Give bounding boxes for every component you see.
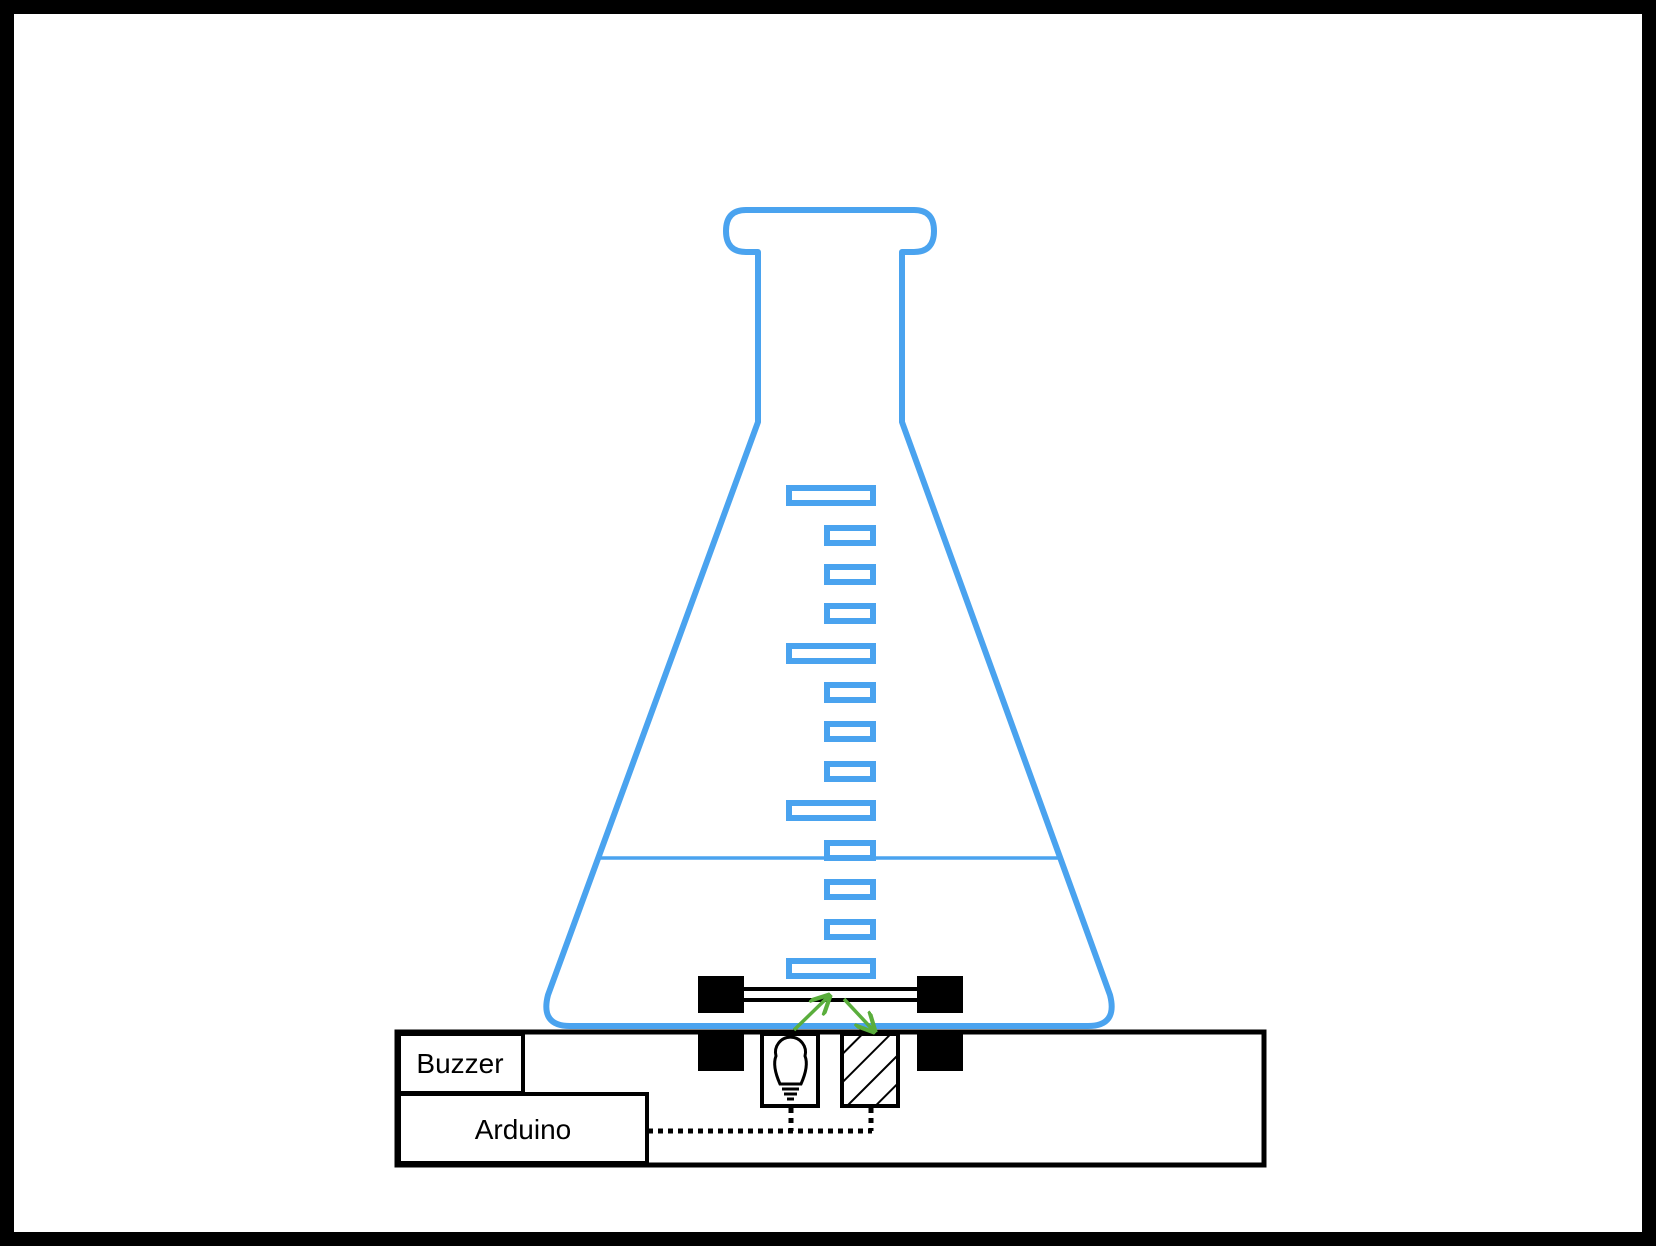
erlenmeyer-flask bbox=[543, 207, 1115, 1029]
graduation-mark bbox=[824, 840, 876, 861]
drive-magnet-left bbox=[698, 1034, 744, 1071]
graduation-mark-long bbox=[786, 643, 876, 664]
graduation-mark bbox=[824, 721, 876, 742]
stir-bar bbox=[698, 976, 963, 1013]
arduino-label: Arduino bbox=[475, 1114, 572, 1145]
light-source bbox=[760, 1032, 820, 1108]
graduation-mark bbox=[824, 879, 876, 900]
drive-magnet-right bbox=[917, 1034, 963, 1071]
graduation-mark bbox=[824, 525, 876, 546]
hatched-sensor-icon bbox=[840, 1032, 900, 1108]
graduation-mark-long bbox=[786, 958, 876, 979]
graduation-mark bbox=[824, 919, 876, 940]
graduation-mark bbox=[824, 682, 876, 703]
graduation-marks bbox=[786, 485, 876, 979]
emitted-light-arrow bbox=[792, 997, 828, 1032]
light-path-arrows bbox=[792, 997, 873, 1032]
reflected-light-arrow bbox=[842, 997, 873, 1030]
graduation-mark-long bbox=[786, 485, 876, 506]
graduation-mark bbox=[824, 564, 876, 585]
light-sensor bbox=[840, 1032, 900, 1108]
dotted-wiring bbox=[648, 1108, 874, 1134]
arduino-box bbox=[397, 1092, 649, 1165]
lightbulb-icon bbox=[773, 1035, 808, 1101]
stir-bar-magnet-left bbox=[698, 976, 744, 1013]
graduation-mark bbox=[824, 761, 876, 782]
graduation-mark-long bbox=[786, 800, 876, 821]
buzzer-label: Buzzer bbox=[416, 1048, 503, 1079]
graduation-mark bbox=[824, 603, 876, 624]
stir-bar-magnet-right bbox=[917, 976, 963, 1013]
